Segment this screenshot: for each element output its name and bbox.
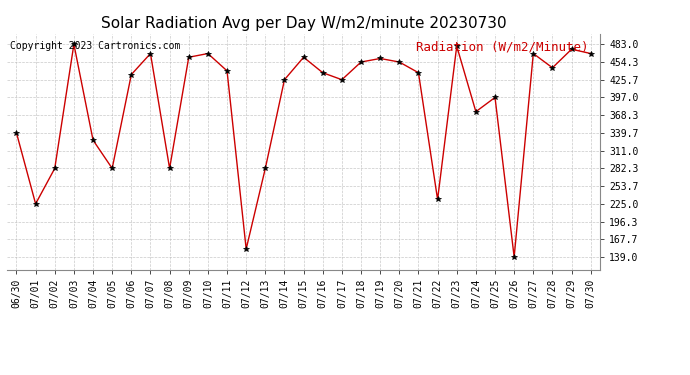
Radiation (W/m2/Minute) [529,51,538,56]
Radiation (W/m2/Minute) [510,255,518,259]
Radiation (W/m2/Minute) [32,202,40,206]
Line: Radiation (W/m2/Minute): Radiation (W/m2/Minute) [14,42,593,260]
Radiation (W/m2/Minute) [185,55,193,60]
Radiation (W/m2/Minute) [204,51,212,56]
Radiation (W/m2/Minute) [12,130,21,135]
Radiation (W/m2/Minute) [299,55,308,60]
Radiation (W/m2/Minute) [337,78,346,82]
Radiation (W/m2/Minute) [357,60,365,64]
Radiation (W/m2/Minute) [549,66,557,70]
Radiation (W/m2/Minute) [491,95,499,100]
Radiation (W/m2/Minute) [127,72,135,77]
Radiation (W/m2/Minute) [280,78,288,82]
Radiation (W/m2/Minute) [223,69,231,73]
Text: Radiation (W/m2/Minute): Radiation (W/m2/Minute) [416,41,589,54]
Title: Solar Radiation Avg per Day W/m2/minute 20230730: Solar Radiation Avg per Day W/m2/minute … [101,16,506,31]
Radiation (W/m2/Minute) [395,60,404,64]
Radiation (W/m2/Minute) [50,166,59,171]
Radiation (W/m2/Minute) [319,70,327,75]
Radiation (W/m2/Minute) [242,247,250,251]
Radiation (W/m2/Minute) [433,197,442,202]
Radiation (W/m2/Minute) [89,138,97,142]
Text: Copyright 2023 Cartronics.com: Copyright 2023 Cartronics.com [10,41,180,51]
Radiation (W/m2/Minute) [146,51,155,56]
Radiation (W/m2/Minute) [472,110,480,114]
Radiation (W/m2/Minute) [586,51,595,56]
Radiation (W/m2/Minute) [567,47,575,51]
Radiation (W/m2/Minute) [376,56,384,61]
Radiation (W/m2/Minute) [166,166,174,171]
Radiation (W/m2/Minute) [453,44,461,48]
Radiation (W/m2/Minute) [108,166,117,171]
Radiation (W/m2/Minute) [70,42,78,46]
Radiation (W/m2/Minute) [414,70,422,75]
Radiation (W/m2/Minute) [262,166,270,171]
